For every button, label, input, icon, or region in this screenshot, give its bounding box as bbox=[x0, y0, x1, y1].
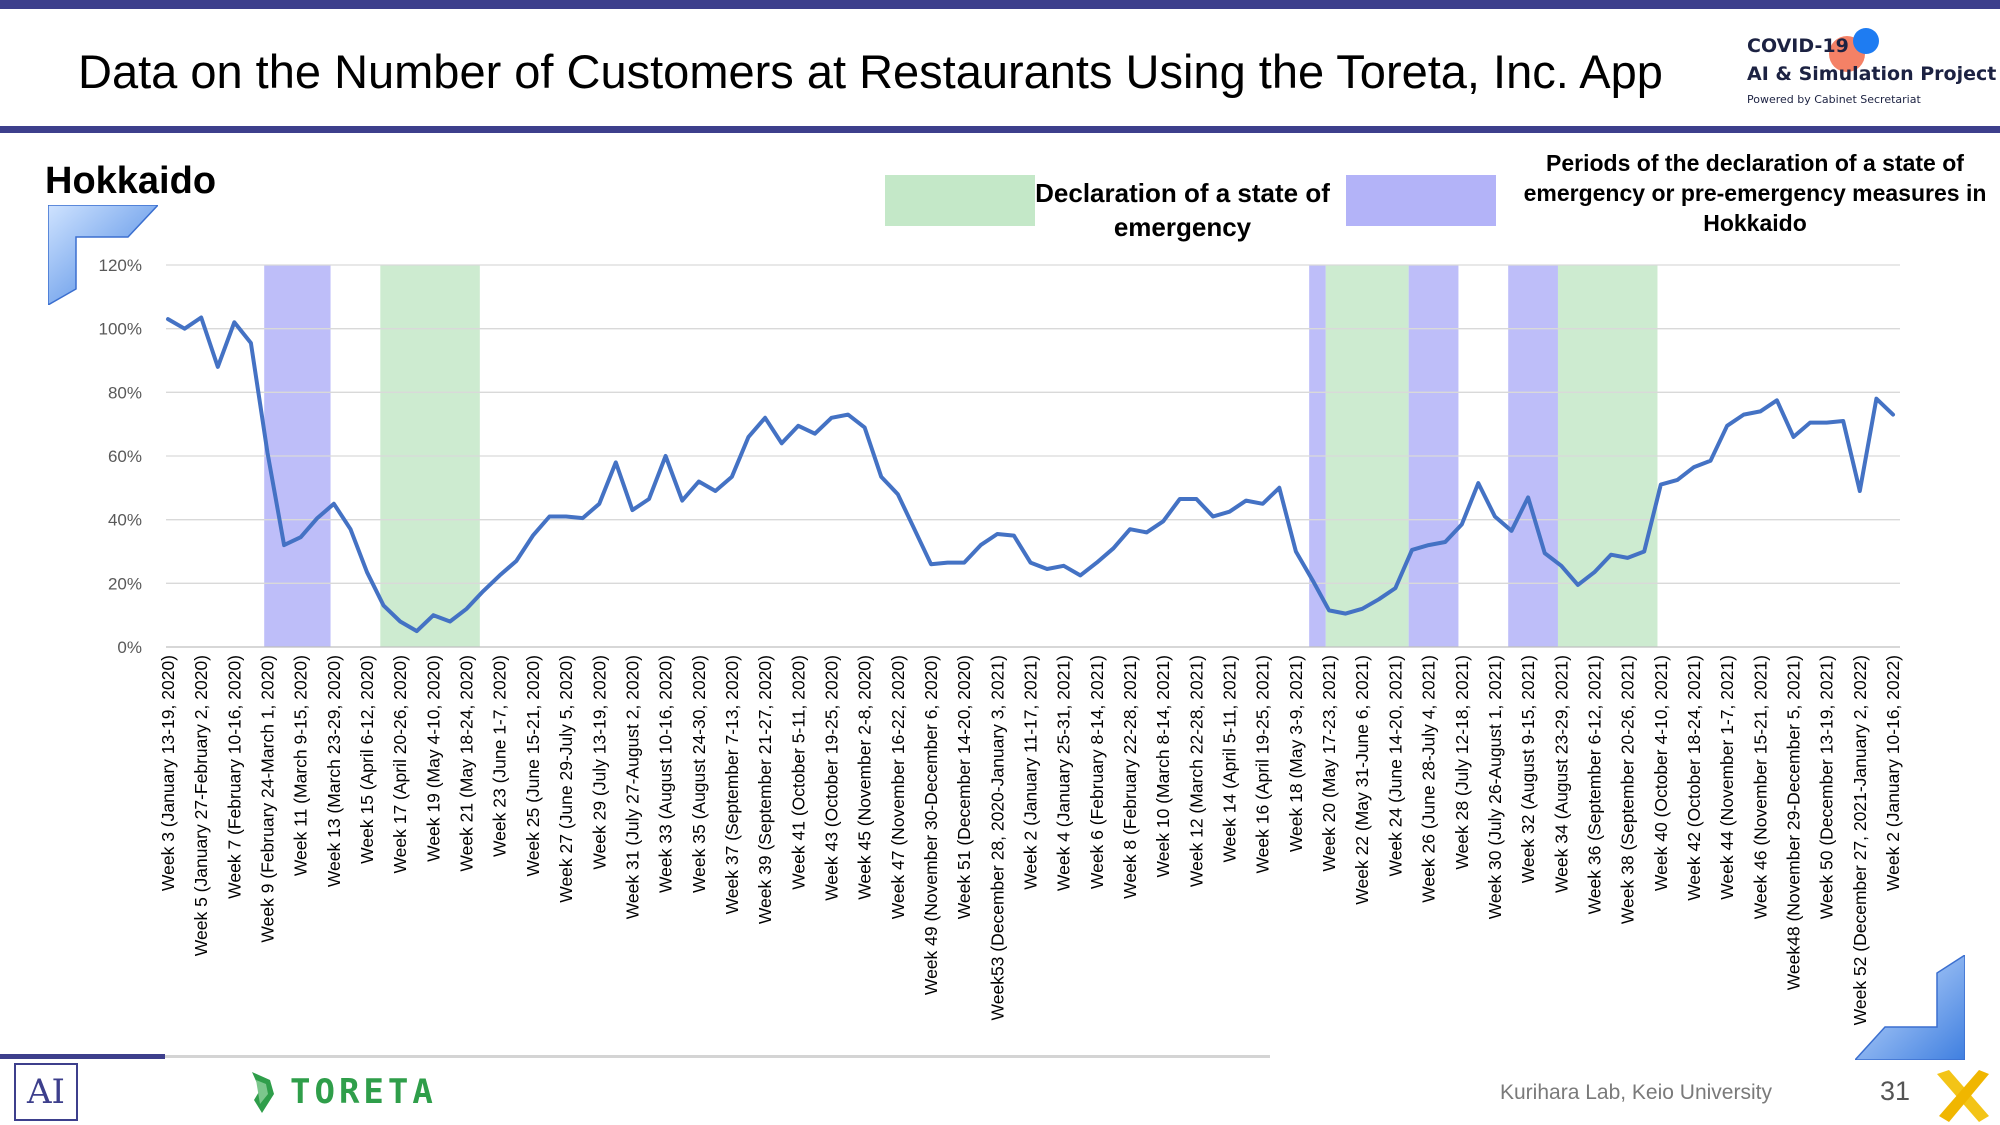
x-tick-label: Week 3 (January 13-19, 2020) bbox=[158, 655, 178, 891]
x-tick-label: Week 7 (February 10-16, 2020) bbox=[224, 655, 244, 899]
x-tick-label: Week 47 (November 16-22, 2020) bbox=[888, 655, 908, 919]
x-tick-label: Week 51 (December 14-20, 2020) bbox=[954, 655, 974, 919]
x-tick-label: Week 9 (February 24-March 1, 2020) bbox=[258, 655, 278, 943]
logo-line-1: COVID-19 bbox=[1747, 35, 1849, 57]
x-tick-label: Week 15 (April 6-12, 2020) bbox=[357, 655, 377, 864]
y-tick-label: 0% bbox=[117, 638, 142, 657]
y-tick-label: 60% bbox=[108, 447, 142, 466]
legend-swatch-emergency bbox=[885, 175, 1035, 226]
x-tick-label: Week 19 (May 4-10, 2020) bbox=[423, 655, 443, 862]
x-tick-label: Week 5 (January 27-February 2, 2020) bbox=[191, 655, 211, 956]
x-tick-label: Week 22 (May 31-June 6, 2021) bbox=[1352, 655, 1372, 905]
x-tick-label: Week 40 (October 4-10, 2021) bbox=[1651, 655, 1671, 891]
x-tick-label: Week 32 (August 9-15, 2021) bbox=[1518, 655, 1538, 883]
x-axis-ticks: Week 3 (January 13-19, 2020) Week 5 (Janu… bbox=[158, 655, 1903, 1025]
title-divider bbox=[0, 126, 2000, 133]
x-logo-icon bbox=[1937, 1070, 1989, 1122]
x-tick-label: Week 2 (January 11-17, 2021) bbox=[1021, 655, 1041, 890]
x-tick-label: Week 18 (May 3-9, 2021) bbox=[1286, 655, 1306, 852]
x-tick-label: Week 28 (July 12-18, 2021) bbox=[1452, 655, 1472, 870]
x-tick-label: Week 52 (December 27, 2021-January 2, 20… bbox=[1850, 655, 1870, 1025]
logo-line-2: AI & Simulation Project bbox=[1747, 63, 1997, 85]
x-tick-label: Week 49 (November 30-December 6, 2020) bbox=[921, 655, 941, 995]
chart-grid bbox=[166, 264, 1900, 648]
y-tick-label: 40% bbox=[108, 511, 142, 530]
x-tick-label: Week 37 (September 7-13, 2020) bbox=[722, 655, 742, 914]
x-tick-label: Week 39 (September 21-27, 2020) bbox=[755, 655, 775, 924]
logo-line-3: Powered by Cabinet Secretariat bbox=[1747, 93, 1921, 106]
x-tick-label: Week 33 (August 10-16, 2020) bbox=[656, 655, 676, 893]
covid-project-logo: COVID-19 AI & Simulation Project Powered… bbox=[1745, 28, 1996, 118]
ai-lab-logo: AI bbox=[14, 1063, 78, 1121]
x-tick-label: Week 36 (September 6-12, 2021) bbox=[1584, 655, 1604, 914]
x-tick-label: Week 12 (March 22-28, 2021) bbox=[1186, 655, 1206, 887]
x-tick-label: Week 23 (June 1-7, 2020) bbox=[490, 655, 510, 857]
x-tick-label: Week 20 (May 17-23, 2021) bbox=[1319, 655, 1339, 872]
series-lines bbox=[166, 315, 1895, 634]
footer-accent bbox=[0, 1054, 165, 1059]
page-number: 31 bbox=[1880, 1076, 1911, 1106]
legend-swatch-pre-emergency bbox=[1346, 175, 1496, 226]
x-tick-label: Week 11 (March 9-15, 2020) bbox=[291, 655, 311, 876]
toreta-mark-icon bbox=[252, 1072, 274, 1113]
x-tick-label: Week 27 (June 29-July 5, 2020) bbox=[556, 655, 576, 903]
x-tick-label: Week 30 (July 26-August 1, 2021) bbox=[1485, 655, 1505, 919]
toreta-logo-text: TORETA bbox=[290, 1072, 437, 1112]
x-tick-label: Week 45 (November 2-8, 2020) bbox=[855, 655, 875, 900]
x-tick-label: Week 4 (January 25-31, 2021) bbox=[1054, 655, 1074, 891]
x-tick-label: Week 25 (June 15-21, 2020) bbox=[523, 655, 543, 876]
footer-credit: Kurihara Lab, Keio University bbox=[1500, 1081, 1772, 1104]
series-line bbox=[166, 315, 1895, 634]
x-tick-label: Week 14 (April 5-11, 2021) bbox=[1220, 655, 1240, 863]
top-accent-bar bbox=[0, 0, 2000, 9]
x-tick-label: Week 8 (February 22-28, 2021) bbox=[1120, 655, 1140, 899]
y-axis-ticks: 0% 20% 40% 60% 80% 100% 120% bbox=[99, 256, 142, 657]
logo-blue-dot-icon bbox=[1853, 28, 1879, 54]
x-tick-label: Week 21 (May 18-24, 2020) bbox=[457, 655, 477, 872]
corner-bracket-top-left-icon bbox=[48, 205, 158, 305]
y-tick-label: 100% bbox=[99, 320, 142, 339]
region-label: Hokkaido bbox=[45, 160, 217, 202]
x-tick-label: Week 50 (December 13-19, 2021) bbox=[1817, 655, 1837, 919]
x-tick-label: Week 2 (January 10-16, 2022) bbox=[1883, 655, 1903, 891]
x-tick-label: Week 17 (April 20-26, 2020) bbox=[390, 655, 410, 874]
x-tick-label: Week 34 (August 23-29, 2021) bbox=[1551, 655, 1571, 893]
x-tick-label: Week 35 (August 24-30, 2020) bbox=[689, 655, 709, 893]
x-tick-label: Week 29 (July 13-19, 2020) bbox=[589, 655, 609, 870]
y-tick-label: 20% bbox=[108, 574, 142, 593]
footer-divider bbox=[0, 1055, 1270, 1058]
x-tick-label: Week 6 (February 8-14, 2021) bbox=[1087, 655, 1107, 889]
x-tick-label: Week 46 (November 15-21, 2021) bbox=[1750, 655, 1770, 919]
x-tick-label: Week 16 (April 19-25, 2021) bbox=[1253, 655, 1273, 874]
x-tick-label: Week48 (November 29-December 5, 2021) bbox=[1783, 655, 1803, 990]
x-tick-label: Week 24 (June 14-20, 2021) bbox=[1385, 655, 1405, 876]
corner-bracket-bottom-right-icon bbox=[1855, 955, 1965, 1060]
y-tick-label: 120% bbox=[99, 256, 142, 275]
y-tick-label: 80% bbox=[108, 383, 142, 402]
x-tick-label: Week 13 (March 23-29, 2020) bbox=[324, 655, 344, 887]
x-tick-label: Week53 (December 28, 2020-January 3, 202… bbox=[987, 655, 1007, 1020]
slide-title: Data on the Number of Customers at Resta… bbox=[78, 45, 1663, 98]
legend-label-pre-emergency: Periods of the declaration of a state of… bbox=[1523, 150, 1987, 236]
x-tick-label: Week 41 (October 5-11, 2020) bbox=[788, 655, 808, 890]
x-tick-label: Week 31 (July 27-August 2, 2020) bbox=[622, 655, 642, 919]
legend-label-emergency: Declaration of a state of emergency bbox=[1035, 178, 1330, 242]
x-tick-label: Week 42 (October 18-24, 2021) bbox=[1684, 655, 1704, 901]
x-tick-label: Week 26 (June 28-July 4, 2021) bbox=[1419, 655, 1439, 903]
x-tick-label: Week 43 (October 19-25, 2020) bbox=[821, 655, 841, 901]
x-tick-label: Week 38 (September 20-26, 2021) bbox=[1618, 655, 1638, 924]
x-tick-label: Week 10 (March 8-14, 2021) bbox=[1153, 655, 1173, 877]
x-tick-label: Week 44 (November 1-7, 2021) bbox=[1717, 655, 1737, 900]
